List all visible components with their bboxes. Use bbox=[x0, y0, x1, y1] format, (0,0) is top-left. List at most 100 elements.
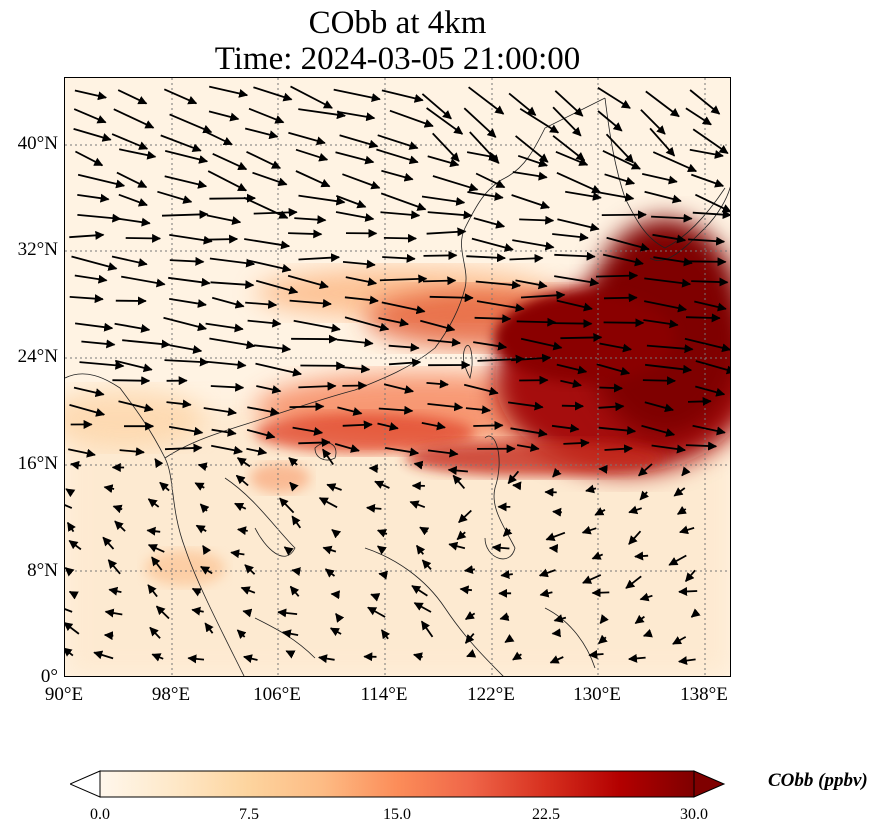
wind-arrow bbox=[585, 484, 597, 494]
wind-arrow bbox=[212, 152, 248, 171]
wind-arrow bbox=[507, 401, 544, 411]
wind-arrow bbox=[465, 405, 491, 415]
wind-arrow bbox=[336, 110, 376, 122]
wind-arrow bbox=[689, 148, 724, 159]
wind-arrow bbox=[427, 155, 460, 168]
wind-arrow bbox=[672, 636, 687, 645]
wind-arrow bbox=[329, 627, 342, 637]
wind-arrow bbox=[557, 218, 600, 232]
wind-arrow bbox=[423, 250, 458, 260]
wind-arrow bbox=[427, 337, 461, 347]
wind-arrow bbox=[499, 612, 510, 622]
wind-arrow bbox=[295, 148, 329, 162]
lon-tick-90e: 90°E bbox=[44, 684, 84, 705]
wind-arrow bbox=[206, 214, 242, 225]
wind-arrow bbox=[383, 383, 414, 394]
wind-arrow bbox=[651, 444, 686, 454]
wind-arrow bbox=[248, 107, 285, 124]
wind-arrow bbox=[643, 319, 679, 329]
wind-arrow bbox=[459, 585, 472, 595]
wind-arrow bbox=[588, 650, 604, 660]
wind-arrow bbox=[107, 559, 121, 575]
wind-arrow bbox=[211, 427, 237, 437]
wind-arrow bbox=[639, 490, 649, 501]
wind-arrow bbox=[476, 300, 525, 313]
wind-arrow bbox=[283, 546, 294, 556]
lon-tick-114e: 114°E bbox=[360, 684, 408, 705]
wind-arrow bbox=[71, 255, 118, 271]
wind-arrow bbox=[154, 458, 164, 469]
wind-arrow bbox=[427, 210, 473, 220]
wind-arrow bbox=[205, 234, 239, 244]
wind-arrow bbox=[77, 193, 110, 203]
wind-arrow bbox=[77, 213, 122, 223]
wind-arrow bbox=[234, 502, 247, 512]
wind-arrow bbox=[163, 316, 207, 332]
wind-arrow bbox=[642, 376, 676, 386]
wind-arrow bbox=[236, 629, 247, 639]
wind-arrow bbox=[204, 622, 214, 634]
wind-arrow bbox=[285, 650, 296, 659]
wind-arrow bbox=[333, 88, 381, 102]
wind-arrow bbox=[289, 585, 300, 597]
wind-arrow bbox=[194, 482, 205, 491]
wind-arrow bbox=[516, 317, 557, 327]
wind-arrow bbox=[515, 279, 548, 290]
wind-arrow bbox=[552, 467, 562, 478]
wind-arrow bbox=[581, 525, 597, 535]
wind-arrow bbox=[634, 551, 649, 561]
wind-arrow bbox=[388, 358, 422, 368]
wind-arrow bbox=[378, 317, 409, 327]
wind-arrow bbox=[65, 488, 76, 498]
wind-arrow bbox=[508, 92, 537, 116]
wind-arrow bbox=[690, 608, 701, 618]
wind-vectors bbox=[65, 85, 730, 666]
wind-arrow bbox=[157, 190, 193, 204]
wind-arrow bbox=[597, 110, 623, 132]
wind-arrow bbox=[339, 134, 379, 149]
wind-arrow bbox=[377, 422, 399, 431]
wind-arrow bbox=[147, 544, 165, 553]
wind-arrow bbox=[421, 195, 466, 206]
wind-arrow bbox=[598, 426, 637, 435]
wind-arrow bbox=[639, 592, 653, 602]
wind-arrow bbox=[253, 207, 298, 217]
wind-arrow bbox=[164, 443, 203, 453]
wind-arrow bbox=[65, 608, 73, 613]
wind-arrow bbox=[426, 107, 464, 135]
wind-arrow bbox=[427, 448, 459, 458]
wind-arrow bbox=[553, 614, 567, 623]
wind-arrow bbox=[69, 230, 105, 240]
wind-arrow bbox=[420, 319, 456, 333]
wind-arrow bbox=[289, 298, 332, 308]
wind-arrow bbox=[464, 611, 476, 621]
wind-arrow bbox=[114, 520, 126, 532]
wind-arrow bbox=[415, 544, 426, 555]
wind-arrow bbox=[318, 497, 338, 509]
wind-arrow bbox=[379, 274, 428, 284]
wind-arrow bbox=[381, 89, 424, 103]
wind-arrow bbox=[209, 193, 256, 203]
wind-arrow bbox=[73, 108, 107, 124]
wind-arrow bbox=[427, 402, 464, 412]
wind-arrow bbox=[429, 293, 474, 303]
wind-arrow bbox=[73, 128, 112, 142]
wind-arrow bbox=[473, 341, 508, 351]
wind-arrow bbox=[210, 382, 245, 392]
wind-arrow bbox=[69, 294, 104, 304]
wind-arrow bbox=[281, 629, 299, 639]
wind-arrow bbox=[121, 275, 166, 288]
wind-arrow bbox=[383, 233, 417, 243]
wind-arrow bbox=[168, 276, 211, 287]
wind-arrow bbox=[517, 154, 548, 168]
wind-arrow bbox=[287, 274, 329, 290]
wind-arrow bbox=[690, 173, 725, 188]
wind-arrow bbox=[598, 634, 608, 645]
lon-tick-130e: 130°E bbox=[573, 684, 621, 705]
wind-arrow bbox=[603, 293, 638, 303]
wind-arrow bbox=[169, 256, 205, 266]
wind-arrow bbox=[413, 460, 424, 470]
wind-arrow bbox=[115, 217, 151, 227]
wind-arrow bbox=[298, 194, 346, 206]
wind-arrow bbox=[247, 406, 280, 417]
